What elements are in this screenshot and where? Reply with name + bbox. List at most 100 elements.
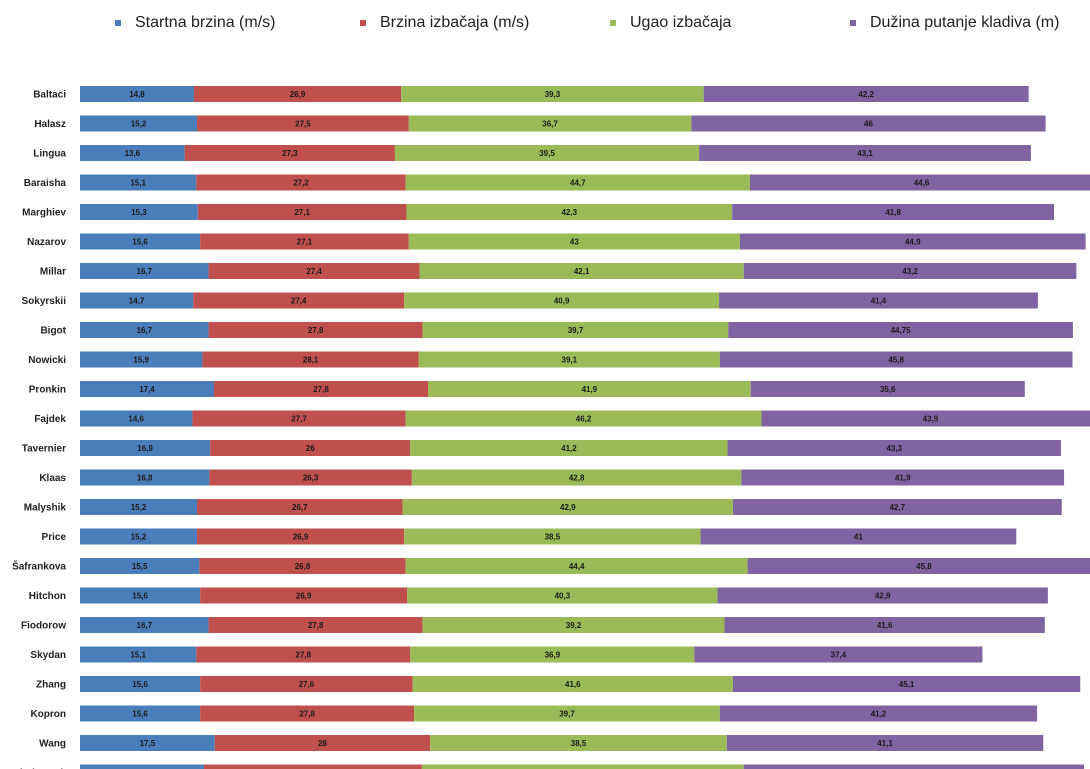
data-label: 17,5 [140,739,156,748]
bar-segment [418,351,720,368]
category-label: Millar [40,267,66,278]
bar-segment [197,115,409,132]
data-label: 42,3 [562,208,578,217]
data-label: 16,7 [137,621,153,630]
bar-segment [408,233,740,250]
legend-item: Ugao izbačaja [610,14,731,32]
legend-item: Brzina izbačaja (m/s) [360,14,529,32]
bar-segment [405,558,748,574]
data-label: 15,6 [132,710,148,719]
category-label: Malyshik [24,503,67,514]
bar-segment [404,292,720,309]
bar-segment [209,469,412,486]
data-label: 16,9 [137,444,153,453]
bar-segment [747,558,1090,574]
bar-segment [196,646,411,663]
data-label: 27,1 [297,238,313,247]
bar-segment [80,174,197,191]
data-label: 27,8 [308,326,324,335]
data-label: 27,1 [294,208,310,217]
data-label: 15,9 [133,356,149,365]
legend-label: Dužina putanje kladiva (m) [870,14,1060,31]
bar-segment [208,263,420,279]
data-label: 45,1 [899,680,915,689]
bar-segment [410,440,728,456]
data-label: 39,7 [568,326,584,335]
data-label: 44,9 [905,238,921,247]
bar-segment [196,174,406,191]
chart-legend: Startna brzina (m/s) Brzina izbačaja (m/s… [0,0,1090,50]
bar-segment [208,617,423,633]
data-label: 27,8 [308,621,324,630]
category-label: Fiodorow [21,621,66,632]
legend-label: Startna brzina (m/s) [135,14,276,31]
data-label: 15,5 [132,562,148,571]
bar-segment [428,381,751,397]
data-label: 38,5 [545,533,561,542]
bar-segment [407,587,718,604]
bar-segment [750,381,1025,397]
bar-segment [405,410,762,427]
data-label: 41,8 [885,208,901,217]
bar-segment [743,263,1077,279]
bar-segment [732,204,1055,220]
bar-segment [80,410,193,427]
bar-segment [200,233,409,250]
data-label: 28 [318,739,327,748]
data-label: 27,8 [299,710,315,719]
legend-item: Dužina putanje kladiva (m) [850,14,1059,32]
data-label: 26,8 [295,562,311,571]
data-label: 36,9 [545,651,561,660]
bar-segment [419,263,744,279]
bar-segment [703,86,1029,102]
category-label: Price [42,532,67,543]
data-label: 43,9 [923,415,939,424]
bar-segment [197,528,405,545]
legend-swatch [610,20,616,26]
data-label: 27,4 [291,297,307,306]
bar-segment [80,233,201,250]
bar-segment [213,381,429,397]
data-label: 45,8 [916,562,932,571]
data-label: 40,9 [554,297,570,306]
data-label: 39,7 [559,710,575,719]
category-label: Fajdek [34,414,66,425]
bar-segment [739,233,1086,250]
bar-segment [184,145,395,161]
bar-segment [717,587,1048,604]
bar-segment [410,646,695,663]
bar-segment [193,292,405,309]
bar-segment [80,499,198,515]
bar-segment [197,204,407,220]
data-label: 38,5 [571,739,587,748]
bar-segment [200,587,408,604]
legend-swatch [850,20,856,26]
bar-segment [761,410,1090,427]
bar-segment [80,764,204,769]
bar-segment [394,145,700,161]
data-label: 41,2 [871,710,887,719]
category-label: Klaas [39,473,66,484]
data-label: 27,4 [306,267,322,276]
data-label: 39,3 [545,90,561,99]
bar-segment [80,381,214,397]
category-label: Tavernier [22,444,66,455]
data-label: 27,2 [293,179,309,188]
data-label: 16,8 [137,474,153,483]
bar-segment [694,646,983,663]
data-label: 42,9 [560,503,576,512]
data-label: 27,5 [295,120,311,129]
category-label: Kopron [30,709,66,720]
data-label: 44,75 [891,326,912,335]
bar-segment [80,86,194,102]
bar-segment [80,204,198,220]
bar-segment [414,705,720,722]
data-label: 26,9 [293,533,309,542]
bar-segment [210,440,411,456]
bar-segment [203,764,422,769]
category-label: Pronkin [29,385,66,396]
bar-segment [80,735,215,751]
data-label: 15,2 [131,120,147,129]
bar-segment [422,617,725,633]
category-label: Wang [39,739,66,750]
